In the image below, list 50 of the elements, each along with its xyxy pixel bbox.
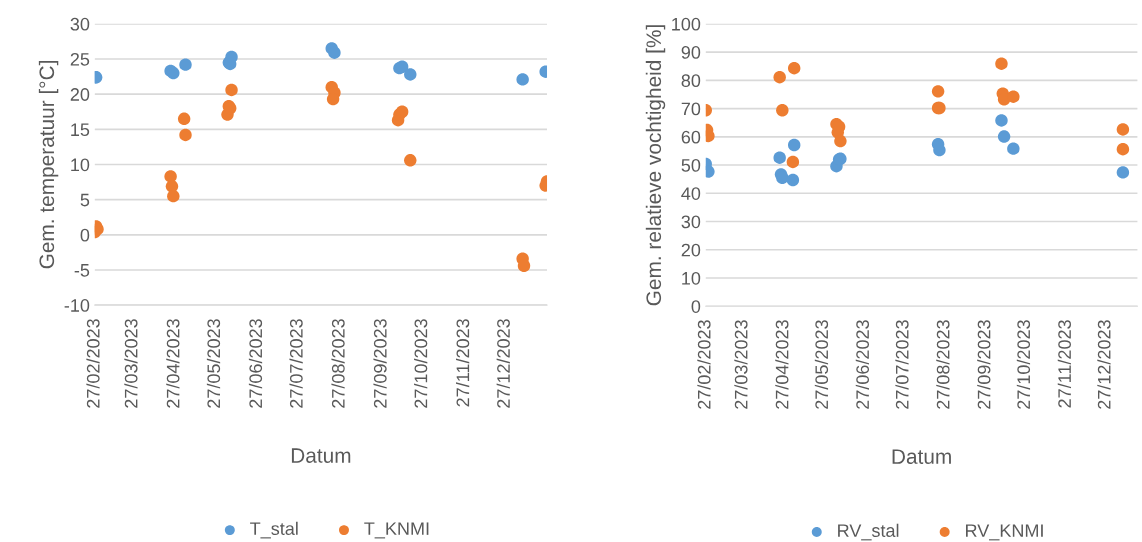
y-tick-label: 15 (71, 123, 90, 137)
x-tick-label: 27/12/2023 (1097, 320, 1111, 409)
y-tick-label: 100 (672, 17, 701, 31)
x-tick-label: 27/11/2023 (456, 319, 470, 407)
legend-label: RV_stal (838, 523, 899, 541)
x-tick-label: 27/08/2023 (936, 320, 950, 409)
x-tick-label: 27/10/2023 (414, 319, 428, 408)
x-tick-label: 27/08/2023 (331, 319, 345, 408)
x-tick-label: 27/02/2023 (86, 319, 100, 408)
x-tick-label: 27/02/2023 (697, 320, 711, 409)
x-tick-label: 27/04/2023 (775, 320, 789, 409)
x-tick-label: 27/12/2023 (496, 319, 510, 408)
legend-label: T_stal (250, 521, 298, 539)
x-tick-label: 27/06/2023 (855, 320, 870, 409)
y-tick-label: 10 (71, 158, 90, 172)
legend-label: T_KNMI (364, 522, 429, 539)
x-axis-title: Datum (291, 448, 351, 463)
y-tick-label: 0 (80, 228, 90, 242)
y-tick-label: 5 (80, 193, 90, 207)
x-tick-label: 27/04/2023 (166, 319, 180, 408)
y-tick-label: 70 (681, 102, 701, 116)
x-tick-label: 27/03/2023 (734, 320, 748, 409)
y-tick-label: 50 (681, 158, 701, 172)
y-tick-label: -10 (64, 299, 90, 312)
y-tick-label: 60 (681, 130, 701, 144)
x-tick-label: 27/11/2023 (1057, 320, 1071, 408)
x-tick-label: 27/10/2023 (1016, 320, 1031, 409)
y-axis-title: Gem. temperatuur [°C] (38, 61, 59, 269)
x-tick-label: 27/05/2023 (814, 320, 829, 409)
y-tick-label: 30 (70, 17, 90, 31)
x-tick-label: 27/09/2023 (373, 319, 387, 408)
y-tick-label: 20 (70, 88, 90, 101)
y-tick-label: 90 (681, 46, 701, 59)
y-axis-title: Gem. relatieve vochtigheid [%] (645, 25, 666, 306)
x-axis-title: Datum (892, 449, 951, 464)
y-tick-label: 40 (681, 187, 701, 200)
x-tick-label: 27/07/2023 (289, 319, 303, 408)
x-tick-label: 27/06/2023 (248, 319, 263, 408)
y-tick-label: 0 (691, 300, 701, 313)
y-tick-label: 80 (681, 74, 701, 88)
y-tick-label: 30 (681, 215, 701, 229)
x-tick-label: 27/09/2023 (977, 320, 991, 409)
y-tick-label: 25 (70, 52, 90, 66)
x-tick-label: 27/07/2023 (895, 320, 909, 409)
x-tick-label: 27/03/2023 (124, 319, 138, 408)
x-tick-label: 27/05/2023 (206, 319, 221, 408)
y-tick-label: 10 (682, 271, 701, 285)
y-tick-label: 20 (681, 243, 701, 257)
legend-label: RV_KNMI (966, 524, 1043, 541)
y-tick-label: -5 (74, 264, 90, 277)
